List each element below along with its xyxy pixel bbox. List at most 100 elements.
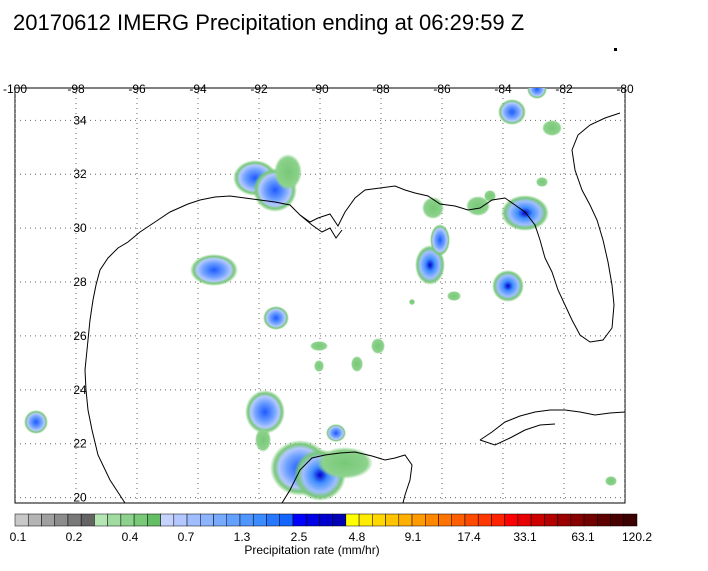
latitude-tick-labels: 34 32 30 28 26 24 22 20 <box>73 113 87 504</box>
colorbar-swatch <box>226 513 241 527</box>
colorbar-tick-label: 0.7 <box>178 530 195 544</box>
latitude-tick-label: 26 <box>73 329 87 343</box>
precip-cell <box>314 360 324 372</box>
latitude-tick-label: 32 <box>73 167 87 181</box>
plot-frame <box>14 87 626 504</box>
colorbar-swatch <box>332 513 347 527</box>
colorbar-swatch <box>200 513 214 527</box>
colorbar-tick-label: 1.3 <box>234 530 251 544</box>
colorbar-swatch <box>67 513 82 527</box>
colorbar-tick-label: 17.4 <box>457 530 481 544</box>
colorbar-swatch <box>120 513 135 527</box>
colorbar-swatch <box>94 513 108 527</box>
precip-cell <box>466 196 490 216</box>
colorbar-swatch <box>491 513 505 527</box>
latitude-tick-label: 30 <box>73 221 87 235</box>
colorbar-tick-label: 33.1 <box>513 530 537 544</box>
precip-cell <box>274 154 302 190</box>
precip-cell <box>498 99 526 125</box>
colorbar-tick-label: 0.1 <box>10 530 27 544</box>
precip-cell <box>255 428 271 452</box>
longitude-tick-label: -88 <box>372 82 390 96</box>
precip-cell <box>605 476 617 486</box>
colorbar-swatch <box>570 513 585 527</box>
colorbar-swatch <box>14 513 29 527</box>
colorbar-swatch <box>305 513 320 527</box>
colorbar-tick-label: 4.8 <box>349 530 366 544</box>
colorbar-swatch <box>610 513 625 527</box>
precip-cell <box>430 224 450 256</box>
latitude-tick-label: 34 <box>73 113 87 127</box>
colorbar-swatch <box>583 513 598 527</box>
colorbar-swatch <box>477 513 492 527</box>
precip-cell <box>190 254 238 286</box>
colorbar-swatch <box>544 513 558 527</box>
precip-cell <box>245 390 285 434</box>
colorbar-swatch <box>107 513 122 527</box>
colorbar-tick-label: 0.2 <box>66 530 83 544</box>
colorbar-swatch <box>517 513 532 527</box>
colorbar-swatch <box>27 513 42 527</box>
precip-cell <box>24 410 48 434</box>
colorbar-tick-label: 2.5 <box>291 530 308 544</box>
colorbar-swatch <box>266 513 280 527</box>
colorbar-swatch <box>438 513 452 527</box>
colorbar-swatch <box>41 513 55 527</box>
colorbar-swatch <box>186 513 201 527</box>
colorbar-swatch <box>385 513 400 527</box>
colorbar <box>14 513 638 527</box>
precip-cell <box>447 291 461 301</box>
precip-cell <box>326 424 346 442</box>
colorbar-label: Precipitation rate (mm/hr) <box>244 543 379 557</box>
colorbar-tick-label: 120.2 <box>622 530 652 544</box>
colorbar-swatch <box>597 513 611 527</box>
longitude-tick-label: -80 <box>616 82 634 96</box>
latitude-tick-label: 28 <box>73 275 87 289</box>
longitude-tick-label: -100 <box>3 82 27 96</box>
colorbar-swatch <box>358 513 373 527</box>
colorbar-swatch <box>80 513 95 527</box>
precip-cell <box>409 299 415 305</box>
precip-cell <box>422 197 444 219</box>
precip-cell <box>527 88 547 99</box>
colorbar-swatch <box>345 513 360 527</box>
colorbar-tick-label: 63.1 <box>571 530 595 544</box>
colorbar-swatch <box>398 513 413 527</box>
colorbar-swatch <box>530 513 545 527</box>
colorbar-swatch <box>504 513 519 527</box>
latitude-tick-label: 22 <box>73 437 87 451</box>
colorbar-swatch <box>173 513 188 527</box>
longitude-tick-label: -98 <box>67 82 85 96</box>
colorbar-tick-labels: 0.1 0.2 0.4 0.7 1.3 2.5 4.8 9.1 17.4 33.1 63.1 120.… <box>10 530 653 544</box>
precip-cell <box>371 338 385 354</box>
precip-cell <box>527 48 583 80</box>
longitude-tick-label: -94 <box>189 82 207 96</box>
colorbar-swatch <box>319 513 333 527</box>
colorbar-tick-label: 0.4 <box>122 530 139 544</box>
longitude-tick-labels: -100 -98 -96 -94 -92 -90 -88 -86 -84 -82 -80 <box>3 82 634 96</box>
map-marker <box>614 48 617 51</box>
colorbar-swatch <box>239 513 254 527</box>
colorbar-swatch <box>623 513 638 527</box>
precip-cell <box>310 341 328 351</box>
precip-cell <box>263 306 289 330</box>
colorbar-swatch <box>372 513 386 527</box>
precipitation-cells <box>24 48 617 501</box>
colorbar-swatch <box>557 513 572 527</box>
longitude-tick-label: -86 <box>433 82 451 96</box>
precip-cell <box>492 270 524 302</box>
colorbar-swatch <box>252 513 267 527</box>
latitude-tick-label: 24 <box>73 383 87 397</box>
colorbar-swatch <box>133 513 148 527</box>
longitude-tick-label: -90 <box>311 82 329 96</box>
precip-cell <box>542 120 562 136</box>
precip-cell <box>536 177 548 187</box>
colorbar-swatch <box>54 513 69 527</box>
colorbar-swatch <box>279 513 294 527</box>
precip-cell <box>351 356 363 372</box>
colorbar-swatch <box>411 513 426 527</box>
colorbar-swatch <box>213 513 227 527</box>
colorbar-swatch <box>147 513 161 527</box>
longitude-tick-label: -92 <box>250 82 268 96</box>
